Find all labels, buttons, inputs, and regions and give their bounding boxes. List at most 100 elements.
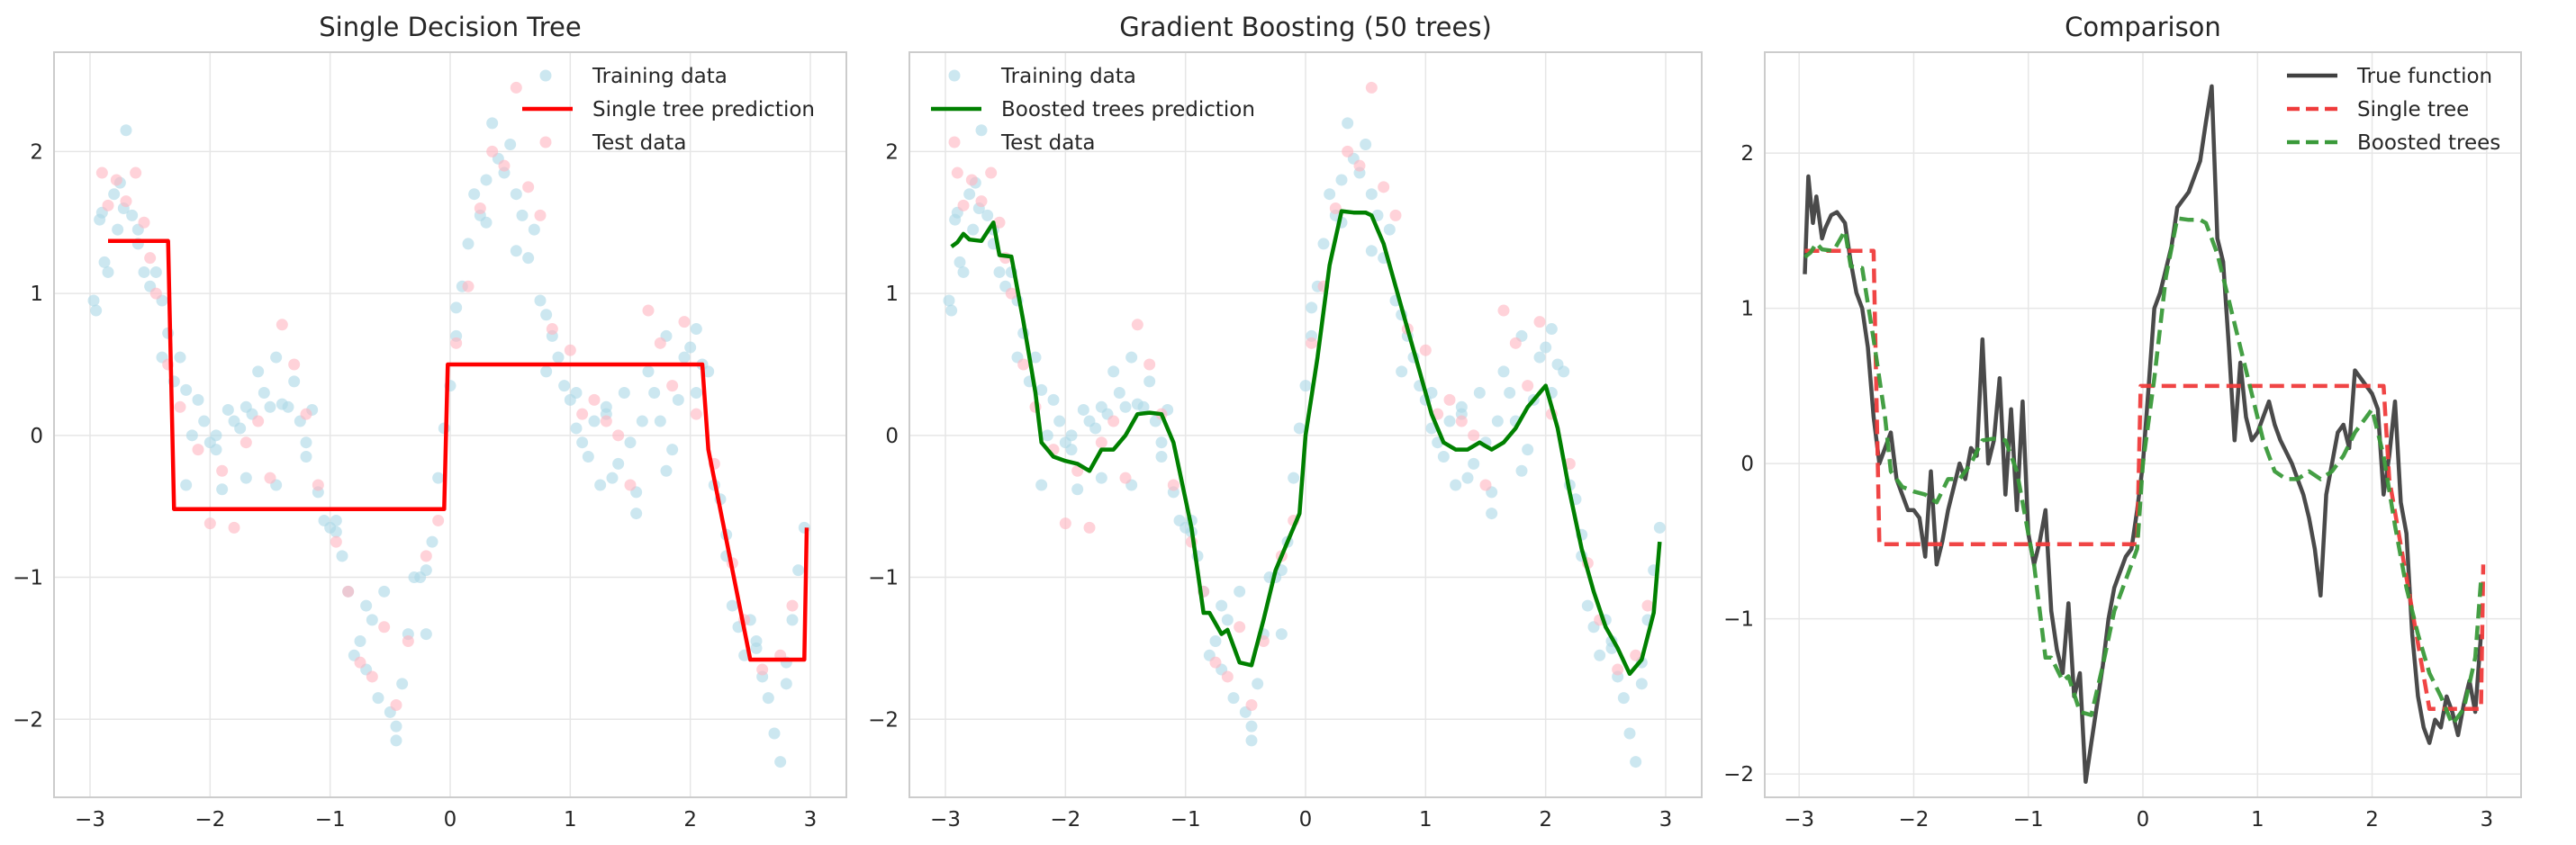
training-point [180, 383, 193, 396]
training-point [366, 614, 378, 626]
training-point [240, 472, 252, 484]
training-point [792, 564, 805, 577]
test-point [975, 195, 988, 208]
test-point [534, 209, 547, 221]
plot-frame [53, 51, 847, 798]
test-point [402, 635, 414, 648]
training-point [240, 400, 252, 413]
y-tick-label: 2 [30, 140, 43, 164]
training-point [1137, 400, 1150, 413]
training-point [576, 436, 589, 449]
test-point [1509, 337, 1522, 349]
training-point [1209, 635, 1222, 648]
training-point [1455, 400, 1468, 413]
test-point [600, 415, 612, 427]
training-point [1461, 472, 1474, 484]
grid [909, 52, 1702, 797]
training-point [126, 209, 139, 221]
training-point [648, 387, 661, 400]
test-point [149, 287, 162, 300]
training-point [98, 256, 111, 268]
test-point [564, 344, 576, 356]
training-point [120, 124, 132, 137]
training-point [949, 213, 962, 226]
training-point [660, 464, 673, 477]
training-point [570, 422, 583, 435]
x-tick-label: −1 [1170, 808, 1201, 832]
training-point [1396, 365, 1408, 378]
panel-single-decision-tree: Single Decision Tree −3 −2 −1 0 1 2 3 −2 −1 0 1 2 T… [13, 12, 847, 832]
test-point [1209, 656, 1222, 669]
training-point [1143, 375, 1156, 388]
test-point [474, 202, 486, 214]
test-point [252, 415, 265, 427]
test-point [1107, 415, 1120, 427]
training-point [1383, 223, 1396, 236]
y-tick-label: −1 [13, 567, 43, 590]
training-point [1594, 649, 1606, 661]
training-point [264, 400, 276, 413]
x-tick-label: 2 [2365, 808, 2379, 832]
training-point [570, 387, 583, 400]
training-point [1119, 400, 1132, 413]
legend: Training data Boosted trees prediction Tes… [931, 65, 1255, 155]
test-point [510, 81, 522, 94]
y-tick-label: −1 [1723, 608, 1754, 632]
x-tick-label: 1 [564, 808, 577, 832]
test-point [342, 585, 355, 598]
training-point [462, 238, 475, 250]
training-point [1504, 387, 1516, 400]
training-point [1107, 365, 1120, 378]
training-point [1653, 521, 1666, 534]
training-point [1245, 734, 1258, 747]
training-point [300, 450, 312, 463]
training-point [981, 209, 994, 221]
test-point [1419, 344, 1432, 356]
x-tick-label: −1 [2013, 808, 2044, 832]
test-point [354, 656, 366, 669]
training-point [666, 444, 679, 456]
tick-labels: −3 −2 −1 0 1 2 3 −2 −1 0 1 2 [1723, 142, 2493, 832]
training-point [1029, 351, 1042, 364]
training-point [450, 301, 463, 314]
test-point [1245, 698, 1258, 711]
training-point [1234, 585, 1246, 598]
legend-label: Training data [592, 65, 728, 88]
training-point [1581, 599, 1594, 612]
training-point [288, 375, 301, 388]
training-point [390, 734, 402, 747]
test-point [1533, 316, 1546, 328]
test-point [366, 670, 378, 683]
training-point [516, 209, 529, 221]
legend-label: Boosted trees [2357, 131, 2500, 155]
x-tick-label: −3 [930, 808, 961, 832]
training-point [612, 457, 625, 470]
training-point [1245, 720, 1258, 733]
test-point [951, 166, 963, 179]
training-point [624, 436, 637, 449]
test-point [1083, 521, 1096, 534]
training-point [1275, 628, 1288, 641]
grid [54, 52, 846, 797]
y-tick-label: −2 [1723, 763, 1754, 787]
test-point [1095, 436, 1107, 449]
training-point [282, 400, 294, 413]
training-point [1533, 351, 1546, 364]
training-point [1545, 323, 1558, 336]
training-point [1155, 436, 1168, 449]
test-point [624, 479, 637, 491]
training-point [1306, 301, 1318, 314]
training-point [87, 294, 100, 307]
training-point [1468, 457, 1480, 470]
x-tick-label: 0 [444, 808, 457, 832]
training-point [1342, 117, 1354, 130]
legend: Training data Single tree prediction Test … [522, 65, 815, 155]
training-point [270, 351, 283, 364]
training-point [354, 635, 366, 648]
training-point [1630, 756, 1642, 769]
training-point [528, 223, 540, 236]
test-point [1342, 145, 1354, 157]
training-point [636, 415, 648, 427]
test-point [450, 337, 463, 349]
